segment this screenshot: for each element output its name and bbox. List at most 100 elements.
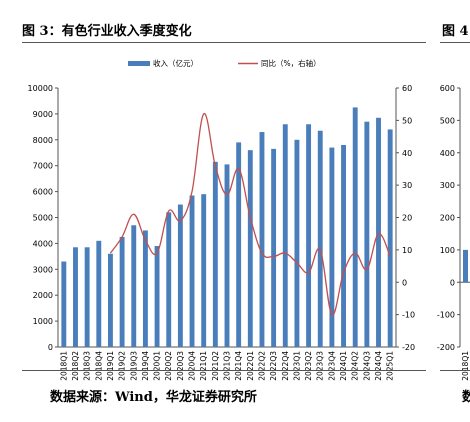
chart2-left-axis-tick-label: 400 bbox=[440, 149, 455, 158]
legend-line-label: 同比（%，右轴） bbox=[261, 58, 321, 68]
x-axis-tick-label: 2018Q1 bbox=[59, 351, 68, 381]
revenue-bar bbox=[131, 225, 137, 347]
x-axis-tick-label: 2020Q2 bbox=[164, 351, 173, 381]
right-axis-tick-label: 40 bbox=[402, 149, 412, 158]
left-axis-tick-label: 0 bbox=[48, 343, 53, 352]
left-axis-tick-label: 1000 bbox=[33, 317, 53, 326]
revenue-bar bbox=[387, 129, 393, 347]
x-axis-tick-label: 2023Q4 bbox=[327, 351, 336, 381]
left-axis-tick-label: 2000 bbox=[33, 291, 53, 300]
x-axis-tick-label: 2019Q3 bbox=[129, 351, 138, 381]
chart2-left-axis-tick-label: 200 bbox=[440, 214, 455, 223]
revenue-bar bbox=[84, 247, 90, 347]
right-axis-tick-label: -10 bbox=[402, 311, 415, 320]
left-axis-tick-label: 5000 bbox=[33, 214, 53, 223]
revenue-bar bbox=[108, 253, 113, 347]
x-axis-tick-label: 2022Q4 bbox=[281, 351, 290, 381]
chart2-left-axis-tick-label: 600 bbox=[440, 84, 455, 93]
right-axis-tick-label: 20 bbox=[402, 214, 412, 223]
revenue-bar bbox=[282, 124, 288, 347]
x-axis-tick-label: 2021Q1 bbox=[199, 351, 208, 381]
revenue-bar bbox=[329, 147, 335, 347]
revenue-bar bbox=[341, 144, 346, 347]
yoy-growth-line bbox=[109, 113, 391, 316]
x-axis-tick-label: 2022Q2 bbox=[258, 351, 267, 381]
x-axis-tick-label: 2018Q4 bbox=[94, 351, 103, 381]
right-axis-tick-label: -20 bbox=[402, 343, 415, 352]
right-axis-tick-label: 60 bbox=[402, 84, 412, 93]
x-axis-tick-label: 2020Q3 bbox=[176, 351, 185, 381]
x-axis-tick-label: 2019Q2 bbox=[118, 351, 127, 381]
x-axis-tick-label: 2024Q3 bbox=[362, 351, 371, 381]
revenue-bar bbox=[189, 195, 195, 347]
revenue-bar bbox=[212, 161, 218, 347]
revenue-bar bbox=[142, 230, 148, 347]
chart2-left-axis-tick-label: 300 bbox=[440, 181, 455, 190]
chart2-x-axis-tick-label: 2018Q1 bbox=[461, 351, 470, 381]
x-axis-tick-label: 2020Q4 bbox=[188, 351, 197, 381]
next-figure-title: 图 4 bbox=[442, 24, 469, 39]
revenue-bar bbox=[376, 117, 381, 347]
left-axis-tick-label: 9000 bbox=[33, 110, 53, 119]
revenue-bar bbox=[317, 130, 323, 347]
figure-title: 图 3：有色行业收入季度变化 bbox=[22, 24, 192, 39]
chart2-bar bbox=[463, 249, 468, 283]
revenue-bar bbox=[61, 261, 67, 347]
left-axis-tick-label: 4000 bbox=[33, 239, 53, 248]
chart2-left-axis-tick-label: 100 bbox=[440, 246, 455, 255]
x-axis-tick-label: 2023Q2 bbox=[304, 351, 313, 381]
next-source-note: 数 bbox=[462, 390, 470, 405]
revenue-bar bbox=[306, 124, 312, 347]
left-axis-tick-label: 7000 bbox=[33, 162, 53, 171]
right-axis-tick-label: 50 bbox=[402, 116, 412, 125]
left-axis-tick-label: 8000 bbox=[33, 136, 53, 145]
x-axis-tick-label: 2023Q3 bbox=[316, 351, 325, 381]
x-axis-tick-label: 2024Q4 bbox=[374, 351, 383, 381]
revenue-bar bbox=[364, 121, 370, 347]
revenue-bar bbox=[201, 194, 207, 347]
revenue-bar bbox=[73, 247, 78, 347]
x-axis-tick-label: 2025Q1 bbox=[386, 351, 395, 381]
x-axis-tick-label: 2018Q2 bbox=[71, 351, 80, 381]
top-rule bbox=[22, 42, 426, 43]
x-axis-tick-label: 2024Q2 bbox=[351, 351, 360, 381]
x-axis-tick-label: 2021Q3 bbox=[223, 351, 232, 381]
revenue-bar bbox=[177, 204, 183, 347]
bottom-rule-right bbox=[440, 370, 470, 371]
x-axis-tick-label: 2019Q4 bbox=[141, 351, 150, 381]
right-axis-tick-label: 10 bbox=[402, 246, 412, 255]
top-rule-right bbox=[440, 42, 470, 43]
revenue-bar bbox=[352, 107, 358, 347]
revenue-bar bbox=[236, 142, 242, 347]
left-axis-tick-label: 3000 bbox=[33, 265, 53, 274]
x-axis-tick-label: 2018Q3 bbox=[83, 351, 92, 381]
revenue-bar bbox=[259, 132, 265, 347]
right-axis-tick-label: 30 bbox=[402, 181, 412, 190]
legend-bar-label: 收入（亿元） bbox=[153, 58, 198, 68]
revenue-bar bbox=[119, 236, 125, 347]
chart2-left-axis-tick-label: -100 bbox=[437, 311, 455, 320]
left-axis-tick-label: 10000 bbox=[28, 84, 53, 93]
x-axis-tick-label: 2019Q1 bbox=[106, 351, 115, 381]
bottom-rule bbox=[22, 370, 426, 371]
revenue-bar bbox=[271, 148, 277, 347]
x-axis-tick-label: 2020Q1 bbox=[153, 351, 162, 381]
chart2-left-axis-tick-label: 500 bbox=[440, 116, 455, 125]
x-axis-tick-label: 2021Q2 bbox=[211, 351, 220, 381]
x-axis-tick-label: 2021Q4 bbox=[234, 351, 243, 381]
x-axis-tick-label: 2022Q1 bbox=[246, 351, 255, 381]
left-axis-tick-label: 6000 bbox=[33, 188, 53, 197]
revenue-bar bbox=[96, 240, 102, 347]
chart2-left-axis-tick-label: -200 bbox=[437, 343, 455, 352]
legend-bar-swatch bbox=[128, 61, 150, 66]
x-axis-tick-label: 2022Q3 bbox=[269, 351, 278, 381]
right-axis-tick-label: 0 bbox=[402, 278, 407, 287]
x-axis-tick-label: 2024Q1 bbox=[339, 351, 348, 381]
revenue-bar bbox=[154, 245, 160, 347]
x-axis-tick-label: 2023Q1 bbox=[292, 351, 301, 381]
chart2-left-axis-tick-label: 0 bbox=[450, 278, 455, 287]
revenue-bar bbox=[166, 212, 172, 347]
revenue-bar bbox=[247, 150, 253, 347]
revenue-bar bbox=[294, 139, 300, 347]
